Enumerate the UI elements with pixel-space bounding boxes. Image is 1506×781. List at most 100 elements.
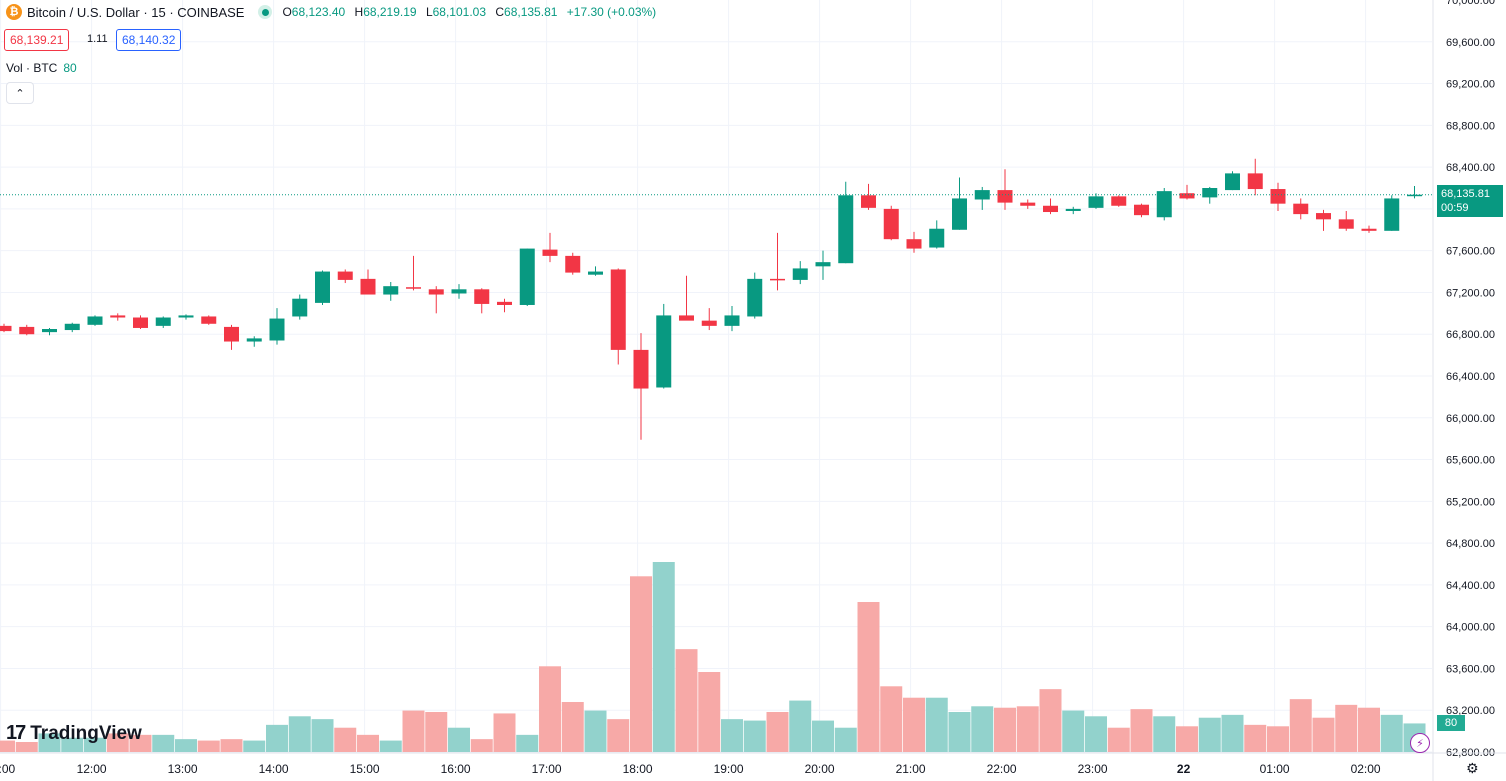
- volume-bar: [357, 734, 379, 752]
- price-tick-label: 64,400.00: [1446, 580, 1495, 592]
- candle-body: [815, 262, 831, 267]
- time-tick-label: 12:00: [77, 762, 107, 776]
- candle-body: [315, 271, 330, 303]
- last-price-value: 68,135.81: [1441, 188, 1490, 200]
- time-axis[interactable]: 11:00 12:00 13:00 14:00 15:00 16:00 17:00 18:00…: [0, 752, 1506, 776]
- candle-body: [633, 349, 649, 389]
- price-tick-label: 67,200.00: [1446, 287, 1495, 299]
- time-tick-label: 23:00: [1078, 762, 1108, 776]
- volume-bar: [1335, 704, 1358, 752]
- volume-bar: [379, 740, 402, 752]
- volume-bar: [175, 739, 197, 752]
- volume-bar: [721, 719, 743, 752]
- volume-bar: [402, 710, 425, 752]
- volume-bar: [1312, 717, 1335, 752]
- volume-bar: [1380, 714, 1403, 752]
- volume-bar: [925, 697, 948, 752]
- volume-bar: [539, 666, 561, 752]
- volume-bar: [61, 737, 84, 752]
- time-tick-label: 01:00: [1260, 762, 1290, 776]
- candle-body: [588, 271, 603, 275]
- candle-body: [87, 316, 103, 325]
- candle-body: [861, 195, 876, 208]
- time-tick-label: 20:00: [805, 762, 835, 776]
- volume-bar: [334, 727, 357, 752]
- volume-bar: [1039, 689, 1062, 752]
- volume-bar: [1107, 727, 1130, 752]
- candle-body: [110, 315, 126, 318]
- volume-bar: [0, 740, 15, 752]
- candle-body: [1407, 194, 1422, 197]
- candle-body: [1111, 196, 1127, 206]
- tradingview-logo[interactable]: 17 TradingView: [6, 722, 142, 745]
- candle-body: [542, 249, 558, 256]
- price-tick-label: 69,200.00: [1446, 79, 1495, 91]
- settings-gear-icon[interactable]: ⚙: [1466, 760, 1479, 776]
- candle-body: [360, 278, 376, 295]
- price-tick-label: 63,600.00: [1446, 663, 1495, 675]
- price-tick-label: 66,800.00: [1446, 329, 1495, 341]
- volume-bar: [880, 686, 903, 752]
- candles: [0, 158, 1422, 440]
- volume-bar: [516, 734, 539, 752]
- buy-button[interactable]: 68,140.32: [116, 29, 182, 51]
- symbol-legend[interactable]: ₿ Bitcoin / U.S. Dollar · 15 · COINBASE …: [6, 4, 662, 20]
- price-tick-label: 66,400.00: [1446, 371, 1495, 383]
- candle-body: [519, 248, 535, 305]
- candle-body: [1088, 196, 1104, 208]
- bitcoin-icon: ₿: [6, 4, 22, 20]
- chart-grid: [0, 0, 1432, 753]
- price-tick-label: 70,000.00: [1446, 0, 1495, 7]
- candle-body: [1270, 189, 1286, 204]
- sell-button[interactable]: 68,139.21: [4, 29, 70, 51]
- time-tick-label: 18:00: [623, 762, 653, 776]
- price-axis[interactable]: 69,600.0069,200.0068,800.0068,400.0068,0…: [1432, 0, 1495, 781]
- price-tick-label: 66,000.00: [1446, 413, 1495, 425]
- volume-bar: [288, 716, 311, 752]
- candle-body: [1020, 202, 1036, 206]
- volume-legend[interactable]: Vol · BTC 80: [6, 61, 77, 75]
- volume-bar: [1062, 710, 1085, 752]
- high-value: 68,219.19: [363, 5, 417, 19]
- volume-bar: [607, 719, 630, 752]
- market-open-icon[interactable]: [258, 5, 273, 19]
- change-value: +17.30 (+0.03%): [566, 5, 657, 19]
- candle-body: [1338, 219, 1354, 229]
- symbol-title[interactable]: Bitcoin / U.S. Dollar · 15 · COINBASE: [27, 4, 245, 20]
- candle-body: [292, 298, 308, 317]
- candle-body: [1361, 228, 1377, 231]
- candle-body: [1293, 203, 1309, 215]
- chevron-up-icon[interactable]: ⌃: [6, 82, 34, 104]
- volume-bar: [1130, 709, 1153, 752]
- candle-body: [1043, 205, 1058, 213]
- volume-bars: [0, 562, 1426, 752]
- volume-bar: [789, 700, 812, 752]
- volume-bar: [812, 720, 834, 752]
- candle-body: [178, 315, 194, 318]
- volume-bar: [243, 740, 266, 752]
- volume-bar: [311, 719, 334, 752]
- candle-body: [997, 190, 1013, 203]
- price-tick-label: 67,600.00: [1446, 246, 1495, 258]
- volume-bar: [152, 734, 175, 752]
- candle-body: [656, 315, 672, 388]
- time-tick-label: 15:00: [350, 762, 380, 776]
- volume-bar: [38, 733, 61, 752]
- volume-bar: [561, 702, 584, 752]
- candle-body: [0, 325, 12, 332]
- volume-bar: [1289, 699, 1312, 752]
- volume-bar: [1153, 716, 1176, 752]
- price-tick-label: 64,000.00: [1446, 622, 1495, 634]
- candle-body: [770, 278, 785, 281]
- ohlc-values: O68,123.40 H68,219.19 L68,101.03 C68,135…: [282, 5, 657, 19]
- volume-bar: [470, 739, 493, 752]
- candle-body: [906, 239, 922, 249]
- volume-bar: [1085, 716, 1107, 752]
- lightning-icon[interactable]: ⚡: [1410, 733, 1430, 753]
- low-value: 68,101.03: [432, 5, 487, 19]
- time-tick-label: 17:00: [532, 762, 562, 776]
- bar-countdown: 00:59: [1441, 202, 1469, 214]
- candle-body: [701, 320, 717, 326]
- candle-body: [474, 289, 490, 304]
